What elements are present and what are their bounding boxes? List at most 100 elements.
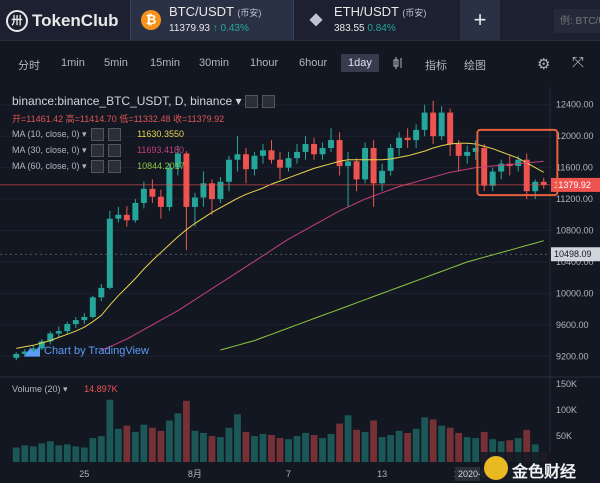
volume-bar: [463, 437, 471, 462]
pair-tab-eth[interactable]: ◆ ETH/USDT (币安) 383.55 0.84%: [296, 0, 456, 40]
ma10-legend[interactable]: MA (10, close, 0) ▾ 11630.3550: [12, 128, 184, 141]
candle-body: [30, 348, 37, 352]
candle-body: [149, 188, 156, 197]
y-tick-label: 10000.00: [556, 288, 594, 298]
top-bar: 卅 TokenClub ₿ BTC/USDT (币安) 11379.93 ↑ 0…: [0, 0, 600, 41]
chart-toolbar: 分时 1min 5min 15min 30min 1hour 6hour 1da…: [0, 41, 600, 87]
highlight-box: [476, 128, 559, 197]
pair-price: 383.55 0.84%: [334, 23, 396, 34]
price-chart[interactable]: 12400.00 12000.00 11600.00 11200.00 10800.00…: [0, 87, 600, 483]
candle-body: [353, 161, 360, 180]
candle-body: [515, 159, 522, 167]
volume-bar: [183, 400, 190, 462]
candle-body: [540, 181, 547, 185]
ethereum-icon: ◆: [309, 11, 323, 28]
volume-bar: [472, 438, 480, 462]
tradingview-credit[interactable]: Chart by TradingView: [24, 345, 149, 357]
tokenclub-logo[interactable]: 卅 TokenClub: [6, 10, 119, 32]
timeframe-6hour[interactable]: 6hour: [299, 57, 328, 69]
candle-body: [72, 320, 79, 325]
volume-bar: [523, 429, 531, 462]
candle-body: [174, 153, 181, 168]
volume-bar: [234, 414, 241, 462]
candle-type-icon[interactable]: [393, 57, 403, 69]
volume-bar: [378, 437, 386, 462]
ma60-legend[interactable]: MA (60, close, 0) ▾ 10844.2017: [12, 160, 185, 173]
candle-body: [81, 316, 88, 321]
volume-bar: [131, 431, 139, 462]
volume-bar: [29, 446, 37, 462]
candle-body: [294, 151, 300, 159]
y-tick-label: 10800.00: [556, 226, 594, 236]
candle-body: [523, 159, 530, 192]
draw-button[interactable]: 绘图: [464, 60, 486, 72]
candle-body: [64, 324, 71, 332]
timeframe-15min[interactable]: 15min: [150, 57, 180, 69]
candle-body: [123, 214, 130, 221]
candle-body: [47, 333, 54, 342]
candle-body: [413, 129, 420, 141]
candle-body: [225, 159, 232, 182]
x-tick-label: 13: [377, 469, 387, 479]
candle-body: [234, 154, 241, 160]
volume-tick-label: 100K: [556, 405, 577, 415]
add-pair-button[interactable]: +: [460, 0, 500, 40]
price-label-box: [551, 177, 600, 192]
volume-bar: [12, 447, 20, 462]
ma30-legend[interactable]: MA (30, close, 0) ▾ 11693.4180: [12, 144, 184, 157]
volume-bar: [514, 438, 522, 462]
x-tick-label: 7: [286, 469, 291, 479]
volume-legend[interactable]: Volume (20) ▾ 14.897K: [12, 384, 118, 394]
timeframe-fenshi[interactable]: 分时: [18, 60, 40, 72]
candle-body: [328, 140, 335, 148]
volume-bar: [259, 433, 267, 462]
price-label: 11379.92: [554, 180, 591, 190]
volume-bar: [72, 446, 80, 462]
candle-body: [98, 287, 105, 298]
volume-bar: [421, 417, 429, 462]
candle-body: [532, 181, 539, 192]
volume-bar: [148, 427, 156, 462]
timeframe-1min[interactable]: 1min: [61, 57, 85, 69]
candle-body: [447, 112, 454, 145]
volume-bar: [21, 445, 29, 462]
volume-bar: [353, 429, 360, 462]
ma60-line: [220, 240, 544, 351]
candle-body: [379, 170, 386, 184]
volume-bar: [404, 432, 412, 462]
pair-name: BTC/USDT (币安): [169, 4, 262, 19]
volume-bars: [12, 399, 548, 462]
volume-bar: [276, 438, 284, 462]
search-input[interactable]: [554, 9, 600, 33]
volume-bar: [217, 437, 224, 462]
fullscreen-icon[interactable]: ⤧: [572, 54, 585, 71]
candle-body: [191, 197, 198, 207]
timeframe-5min[interactable]: 5min: [104, 57, 128, 69]
volume-bar: [387, 435, 395, 462]
candle-body: [132, 202, 139, 221]
timeframe-1day[interactable]: 1day: [341, 54, 379, 72]
y-tick-label: 9600.00: [556, 320, 589, 330]
timeframe-1hour[interactable]: 1hour: [250, 57, 279, 69]
volume-bar: [480, 431, 488, 462]
tokenclub-logo-icon: 卅: [6, 10, 28, 32]
pair-tab-btc[interactable]: ₿ BTC/USDT (币安) 11379.93 ↑ 0.43%: [130, 0, 294, 40]
volume-bar: [438, 425, 446, 462]
candlesticks: [13, 100, 547, 361]
candle-body: [336, 140, 343, 167]
volume-bar: [285, 439, 292, 462]
candle-body: [404, 137, 411, 141]
indicators-button[interactable]: 指标: [425, 60, 447, 72]
volume-bar: [191, 430, 199, 462]
candle-body: [438, 112, 445, 137]
volume-bar: [114, 428, 122, 462]
bitcoin-icon: ₿: [141, 10, 161, 30]
timeframe-30min[interactable]: 30min: [199, 57, 229, 69]
symbol-legend[interactable]: binance:binance_BTC_USDT, D, binance ▾: [12, 94, 276, 109]
settings-gear-icon[interactable]: ⚙: [537, 56, 551, 73]
pair-name: ETH/USDT (币安): [334, 4, 427, 19]
volume-bar: [208, 436, 216, 462]
x-tick-label: 8月: [188, 469, 202, 479]
volume-bar: [429, 419, 437, 462]
volume-bar: [55, 445, 63, 462]
